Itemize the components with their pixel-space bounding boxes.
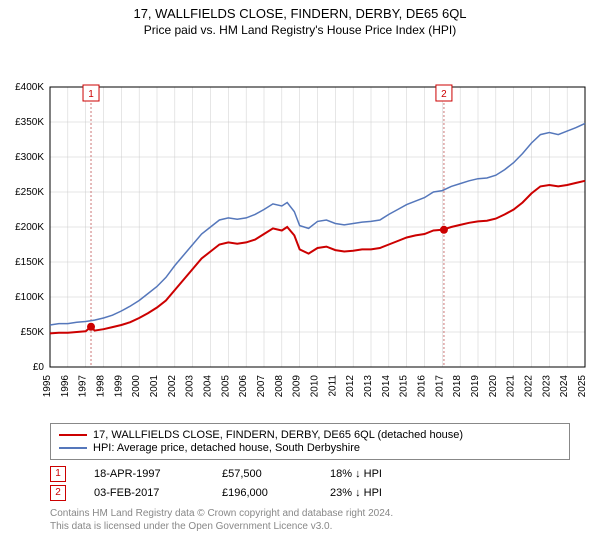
svg-text:2012: 2012: [345, 375, 356, 398]
svg-text:2010: 2010: [310, 375, 321, 398]
svg-text:2014: 2014: [381, 375, 392, 398]
svg-text:£150K: £150K: [15, 257, 44, 268]
chart-title-address: 17, WALLFIELDS CLOSE, FINDERN, DERBY, DE…: [0, 6, 600, 21]
svg-text:2004: 2004: [203, 375, 214, 398]
svg-text:£400K: £400K: [15, 82, 44, 93]
svg-text:2008: 2008: [274, 375, 285, 398]
svg-text:£250K: £250K: [15, 187, 44, 198]
svg-text:£350K: £350K: [15, 117, 44, 128]
svg-text:2002: 2002: [167, 375, 178, 398]
footer-line-1: Contains HM Land Registry data © Crown c…: [50, 507, 570, 520]
svg-text:1: 1: [88, 89, 94, 100]
svg-text:£50K: £50K: [21, 327, 45, 338]
legend-swatch-hpi: [59, 447, 87, 449]
svg-text:£0: £0: [33, 362, 45, 373]
svg-text:2005: 2005: [220, 375, 231, 398]
sale-date-1: 18-APR-1997: [94, 468, 194, 480]
svg-text:£300K: £300K: [15, 152, 44, 163]
svg-text:2018: 2018: [452, 375, 463, 398]
chart-container: 17, WALLFIELDS CLOSE, FINDERN, DERBY, DE…: [0, 0, 600, 533]
svg-text:£200K: £200K: [15, 222, 44, 233]
svg-text:£100K: £100K: [15, 292, 44, 303]
legend-label-hpi: HPI: Average price, detached house, Sout…: [93, 442, 360, 454]
svg-text:2017: 2017: [434, 375, 445, 398]
svg-text:2015: 2015: [399, 375, 410, 398]
svg-text:2007: 2007: [256, 375, 267, 398]
chart-plot-area: £0 £50K £100K £150K £200K £250K £300K £350K £400…: [0, 37, 600, 417]
svg-text:2011: 2011: [327, 375, 338, 397]
svg-text:2003: 2003: [185, 375, 196, 398]
chart-subtitle: Price paid vs. HM Land Registry's House …: [0, 23, 600, 37]
svg-text:2022: 2022: [524, 375, 535, 398]
svg-text:2006: 2006: [238, 375, 249, 398]
legend-swatch-property: [59, 434, 87, 436]
sale-price-2: £196,000: [222, 487, 302, 499]
sale-diff-2: 23% ↓ HPI: [330, 487, 420, 499]
svg-text:1998: 1998: [96, 375, 107, 398]
svg-text:2025: 2025: [577, 375, 588, 398]
svg-text:2023: 2023: [541, 375, 552, 398]
footer-attribution: Contains HM Land Registry data © Crown c…: [50, 507, 570, 533]
svg-text:2016: 2016: [417, 375, 428, 398]
sale-row-1: 1 18-APR-1997 £57,500 18% ↓ HPI: [50, 466, 570, 482]
sale-marker-box-2: 2: [50, 485, 66, 501]
sale-diff-1: 18% ↓ HPI: [330, 468, 420, 480]
sale-row-2: 2 03-FEB-2017 £196,000 23% ↓ HPI: [50, 485, 570, 501]
svg-text:2013: 2013: [363, 375, 374, 398]
svg-text:1996: 1996: [60, 375, 71, 398]
legend-row-hpi: HPI: Average price, detached house, Sout…: [59, 442, 561, 454]
svg-text:2000: 2000: [131, 375, 142, 398]
svg-text:2024: 2024: [559, 375, 570, 398]
svg-text:1995: 1995: [42, 375, 53, 398]
legend-row-property: 17, WALLFIELDS CLOSE, FINDERN, DERBY, DE…: [59, 429, 561, 441]
svg-text:2021: 2021: [506, 375, 517, 398]
svg-text:2001: 2001: [149, 375, 160, 398]
line-chart-svg: £0 £50K £100K £150K £200K £250K £300K £350K £400…: [0, 37, 600, 417]
legend-label-property: 17, WALLFIELDS CLOSE, FINDERN, DERBY, DE…: [93, 429, 463, 441]
legend-box: 17, WALLFIELDS CLOSE, FINDERN, DERBY, DE…: [50, 423, 570, 460]
sale-date-2: 03-FEB-2017: [94, 487, 194, 499]
svg-text:2009: 2009: [292, 375, 303, 398]
sale-price-1: £57,500: [222, 468, 302, 480]
svg-text:1999: 1999: [113, 375, 124, 398]
sale-marker-box-1: 1: [50, 466, 66, 482]
svg-text:2019: 2019: [470, 375, 481, 398]
title-block: 17, WALLFIELDS CLOSE, FINDERN, DERBY, DE…: [0, 0, 600, 37]
svg-text:2020: 2020: [488, 375, 499, 398]
svg-text:2: 2: [441, 89, 447, 100]
svg-text:1997: 1997: [78, 375, 89, 398]
sales-table: 1 18-APR-1997 £57,500 18% ↓ HPI 2 03-FEB…: [50, 466, 570, 501]
footer-line-2: This data is licensed under the Open Gov…: [50, 520, 570, 533]
